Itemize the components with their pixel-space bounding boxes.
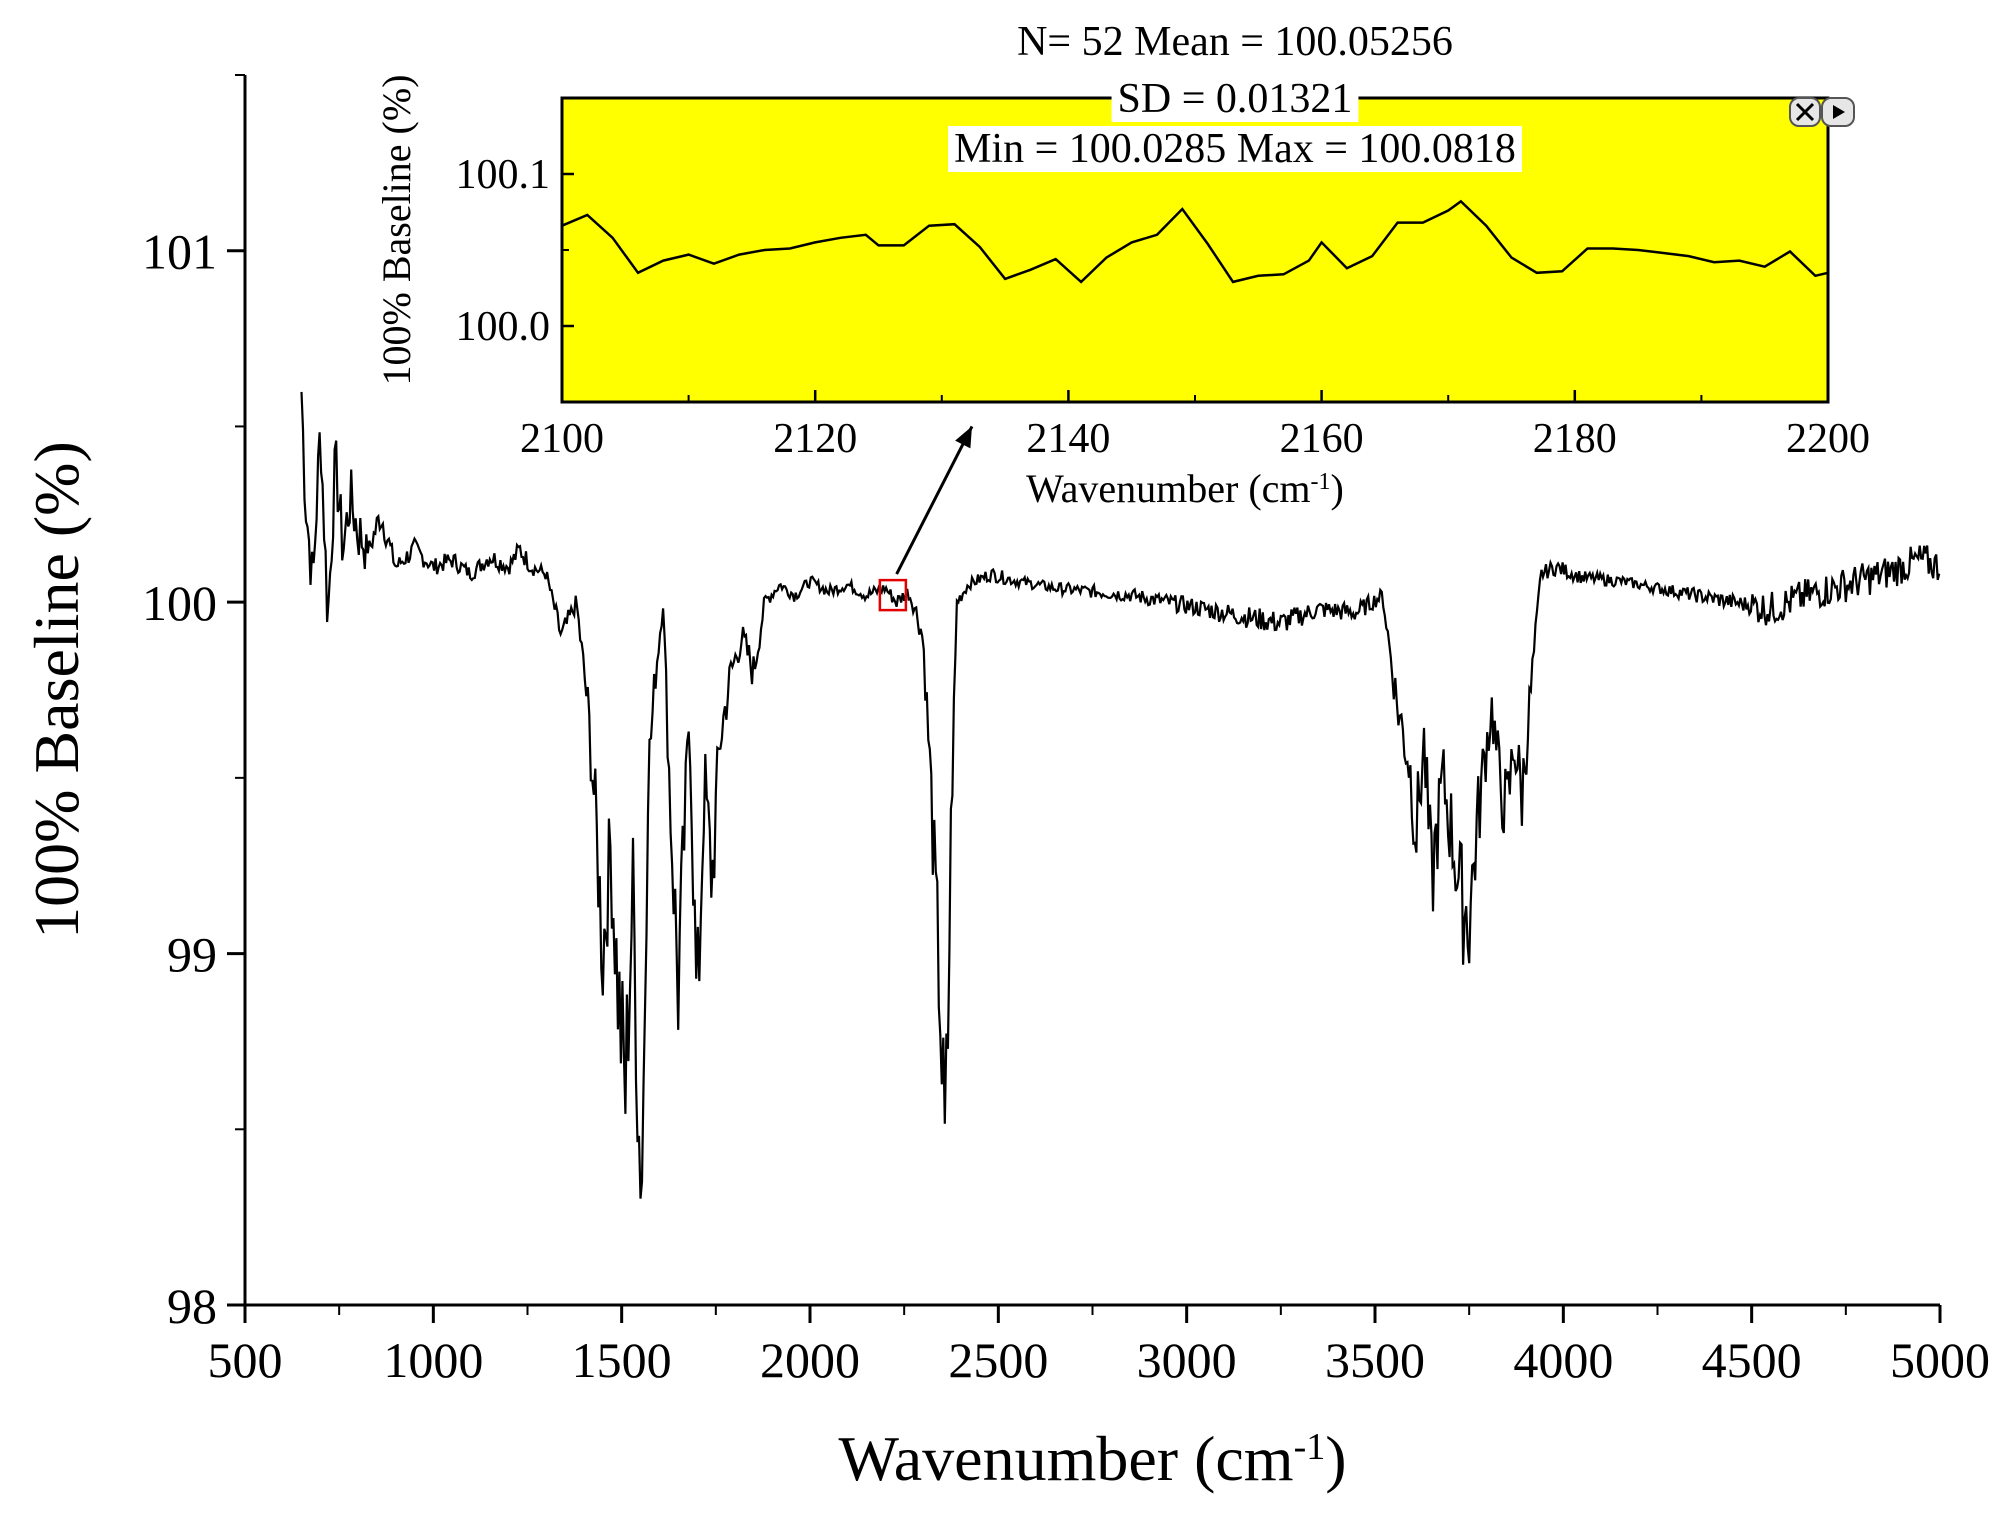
main-x-tick-label: 2000 <box>760 1332 860 1388</box>
inset-x-ticks: 2100 2120 2140 2160 2180 2200 <box>520 390 1870 462</box>
inset-y-tick-label: 100.0 <box>456 304 551 350</box>
main-plot: 500 1000 1500 2000 2500 3000 3500 4000 4500 5000 … <box>21 74 1990 1494</box>
main-y-ticks: 98 99 100 101 <box>142 74 245 1334</box>
stats-line1: N= 52 Mean = 100.05256 <box>1017 19 1453 65</box>
main-x-tick-label: 500 <box>208 1332 283 1388</box>
stats-line1-bg <box>1011 19 1459 65</box>
main-x-ticks: 500 1000 1500 2000 2500 3000 3500 4000 4500 5000 <box>208 1305 1990 1388</box>
inset-x-tick-label: 2140 <box>1026 416 1110 462</box>
arrow-line <box>895 425 974 575</box>
main-x-tick-label: 4500 <box>1702 1332 1802 1388</box>
stats-line2-bg <box>1111 76 1359 122</box>
inset-x-tick-label: 2160 <box>1280 416 1364 462</box>
inset-y-ticks: 100.0 100.1 <box>456 97 574 403</box>
main-series-group <box>300 391 1941 1199</box>
main-x-tick-label: 1000 <box>383 1332 483 1388</box>
inset-y-axis-label: 100% Baseline (%) <box>374 74 419 385</box>
close-icon <box>1795 102 1815 122</box>
main-series-line <box>300 391 1941 1199</box>
inset-plot: 2100 2120 2140 2160 2180 2200 100.0 100.1 Wave… <box>374 19 1870 511</box>
inset-x-tick-label: 2100 <box>520 416 604 462</box>
inset-x-axis-label: Wavenumber (cm-1) <box>1026 466 1344 511</box>
main-x-tick-label: 3000 <box>1137 1332 1237 1388</box>
inset-series-line <box>561 199 1829 284</box>
main-x-tick-label: 2500 <box>948 1332 1048 1388</box>
main-y-tick-label: 98 <box>167 1278 217 1334</box>
highlight-box <box>878 578 908 612</box>
main-x-tick-label: 5000 <box>1890 1332 1990 1388</box>
stats-line2: SD = 0.01321 <box>1118 76 1353 122</box>
inset-y-tick-label: 100.1 <box>456 152 551 198</box>
main-x-tick-label: 4000 <box>1513 1332 1613 1388</box>
close-button[interactable] <box>1789 97 1821 127</box>
main-y-tick-label: 100 <box>142 575 217 631</box>
main-annotations <box>878 425 974 612</box>
inset-series-group <box>561 199 1829 284</box>
main-x-tick-label: 3500 <box>1325 1332 1425 1388</box>
play-button[interactable] <box>1821 97 1855 127</box>
inset-x-tick-label: 2180 <box>1533 416 1617 462</box>
main-x-axis-label: Wavenumber (cm-1) <box>838 1423 1346 1494</box>
main-x-tick-label: 1500 <box>572 1332 672 1388</box>
play-icon <box>1833 105 1845 119</box>
stats-line3-bg <box>948 126 1522 172</box>
inset-x-tick-label: 2120 <box>773 416 857 462</box>
arrow-head <box>955 426 972 449</box>
main-y-tick-label: 99 <box>167 927 217 983</box>
main-y-tick-label: 101 <box>142 224 217 280</box>
stats-line3: Min = 100.0285 Max = 100.0818 <box>954 126 1516 172</box>
main-y-axis-label: 100% Baseline (%) <box>21 441 92 939</box>
inset-x-tick-label: 2200 <box>1786 416 1870 462</box>
